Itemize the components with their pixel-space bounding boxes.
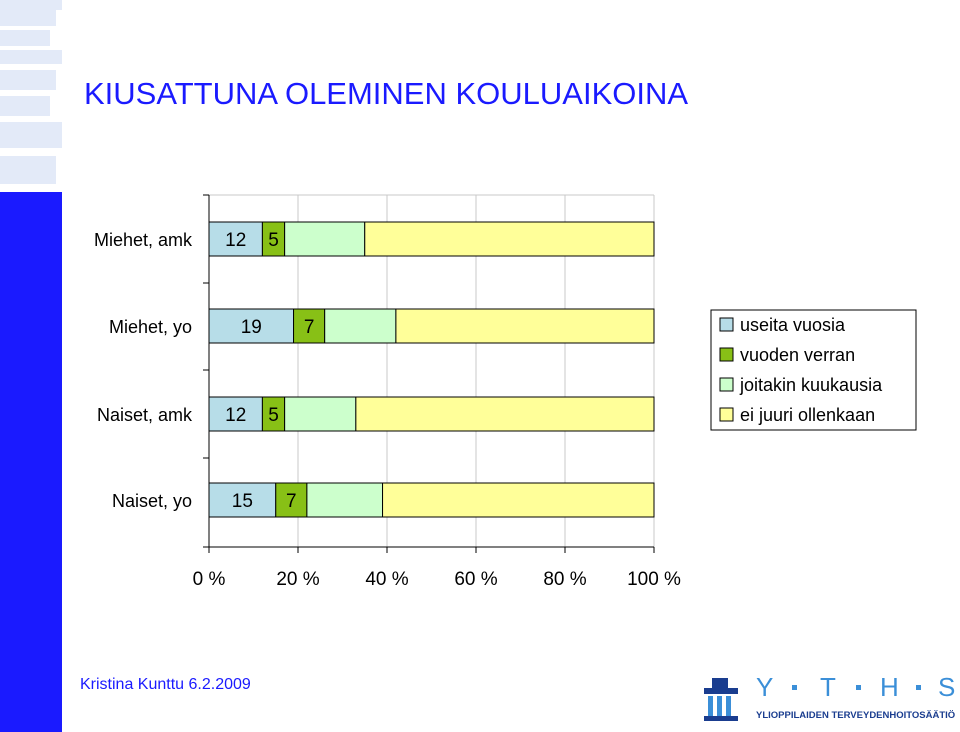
band-block: [0, 30, 50, 46]
logo-letter: H: [880, 672, 899, 702]
band-block: [0, 122, 62, 148]
building-icon-column: [708, 696, 713, 716]
bar-segment: [324, 308, 397, 344]
building-icon-column: [726, 696, 731, 716]
building-icon-roof: [712, 678, 728, 688]
band-block: [0, 96, 50, 116]
category-label: Naiset, yo: [112, 491, 192, 511]
yths-logo: Y T H S YLIOPPILAIDEN TERVEYDENHOITOSÄÄTIÖ: [704, 672, 955, 721]
x-tick-label: 40 %: [365, 569, 408, 590]
logo-dot: [856, 685, 861, 690]
logo-dot: [792, 685, 797, 690]
bar-segment: [293, 308, 326, 344]
data-label: 7: [304, 317, 315, 338]
legend-label: ei juuri ollenkaan: [740, 405, 875, 425]
bar-segment: [208, 396, 263, 432]
data-label: 5: [268, 230, 279, 251]
category-label: Miehet, amk: [94, 230, 193, 250]
bar-segment: [395, 308, 655, 344]
bar-segment: [364, 221, 655, 257]
building-icon-column: [717, 696, 722, 716]
category-label: Miehet, yo: [109, 317, 192, 337]
data-label: 19: [241, 317, 262, 338]
bar-segment: [306, 482, 384, 518]
building-icon-beam: [704, 688, 738, 694]
bar-segment: [208, 221, 263, 257]
legend-swatch: [719, 347, 734, 362]
building-icon: [704, 678, 738, 721]
band-block: [0, 70, 56, 90]
left-decor-band: [0, 0, 62, 732]
x-tick-label: 80 %: [543, 569, 586, 590]
band-block: [0, 0, 62, 10]
data-label: 15: [232, 491, 253, 512]
data-label: 12: [225, 405, 246, 426]
bar-segment: [382, 482, 655, 518]
building-icon-base: [704, 716, 738, 721]
legend-swatch: [719, 407, 734, 422]
legend-swatch: [719, 317, 734, 332]
category-label: Naiset, amk: [97, 405, 193, 425]
stacked-bar-chart: 0 % 20 % 40 % 60 % 80 % 100 % Miehet, amk 12 5 Mi…: [94, 194, 917, 590]
bar-segment: [284, 396, 357, 432]
legend-label: vuoden verran: [740, 345, 855, 365]
page-title: KIUSATTUNA OLEMINEN KOULUAIKOINA: [84, 76, 689, 111]
bar-segment: [208, 482, 277, 518]
band-block: [0, 10, 56, 26]
logo-letter: T: [820, 672, 836, 702]
legend-box: [710, 309, 917, 431]
band-block: [0, 192, 62, 732]
x-tick-label: 100 %: [627, 569, 681, 590]
logo-dot: [916, 685, 921, 690]
data-label: 12: [225, 230, 246, 251]
data-label: 5: [268, 405, 279, 426]
logo-letter: S: [938, 672, 955, 702]
bar-segment: [355, 396, 655, 432]
logo-letter: Y: [756, 672, 773, 702]
logo-caption: YLIOPPILAIDEN TERVEYDENHOITOSÄÄTIÖ: [756, 710, 955, 721]
legend-swatch: [719, 377, 734, 392]
band-block: [0, 50, 62, 64]
x-tick-label: 60 %: [454, 569, 497, 590]
data-label: 7: [286, 491, 297, 512]
legend: useita vuosia vuoden verran joitakin kuuka…: [710, 309, 917, 431]
bar-segment: [284, 221, 366, 257]
bar-segment: [275, 482, 308, 518]
footer-author-date: Kristina Kunttu 6.2.2009: [80, 676, 251, 693]
legend-label: joitakin kuukausia: [739, 375, 883, 395]
band-block: [0, 156, 56, 184]
x-tick-label: 0 %: [193, 569, 226, 590]
legend-label: useita vuosia: [740, 315, 846, 335]
x-tick-label: 20 %: [276, 569, 319, 590]
